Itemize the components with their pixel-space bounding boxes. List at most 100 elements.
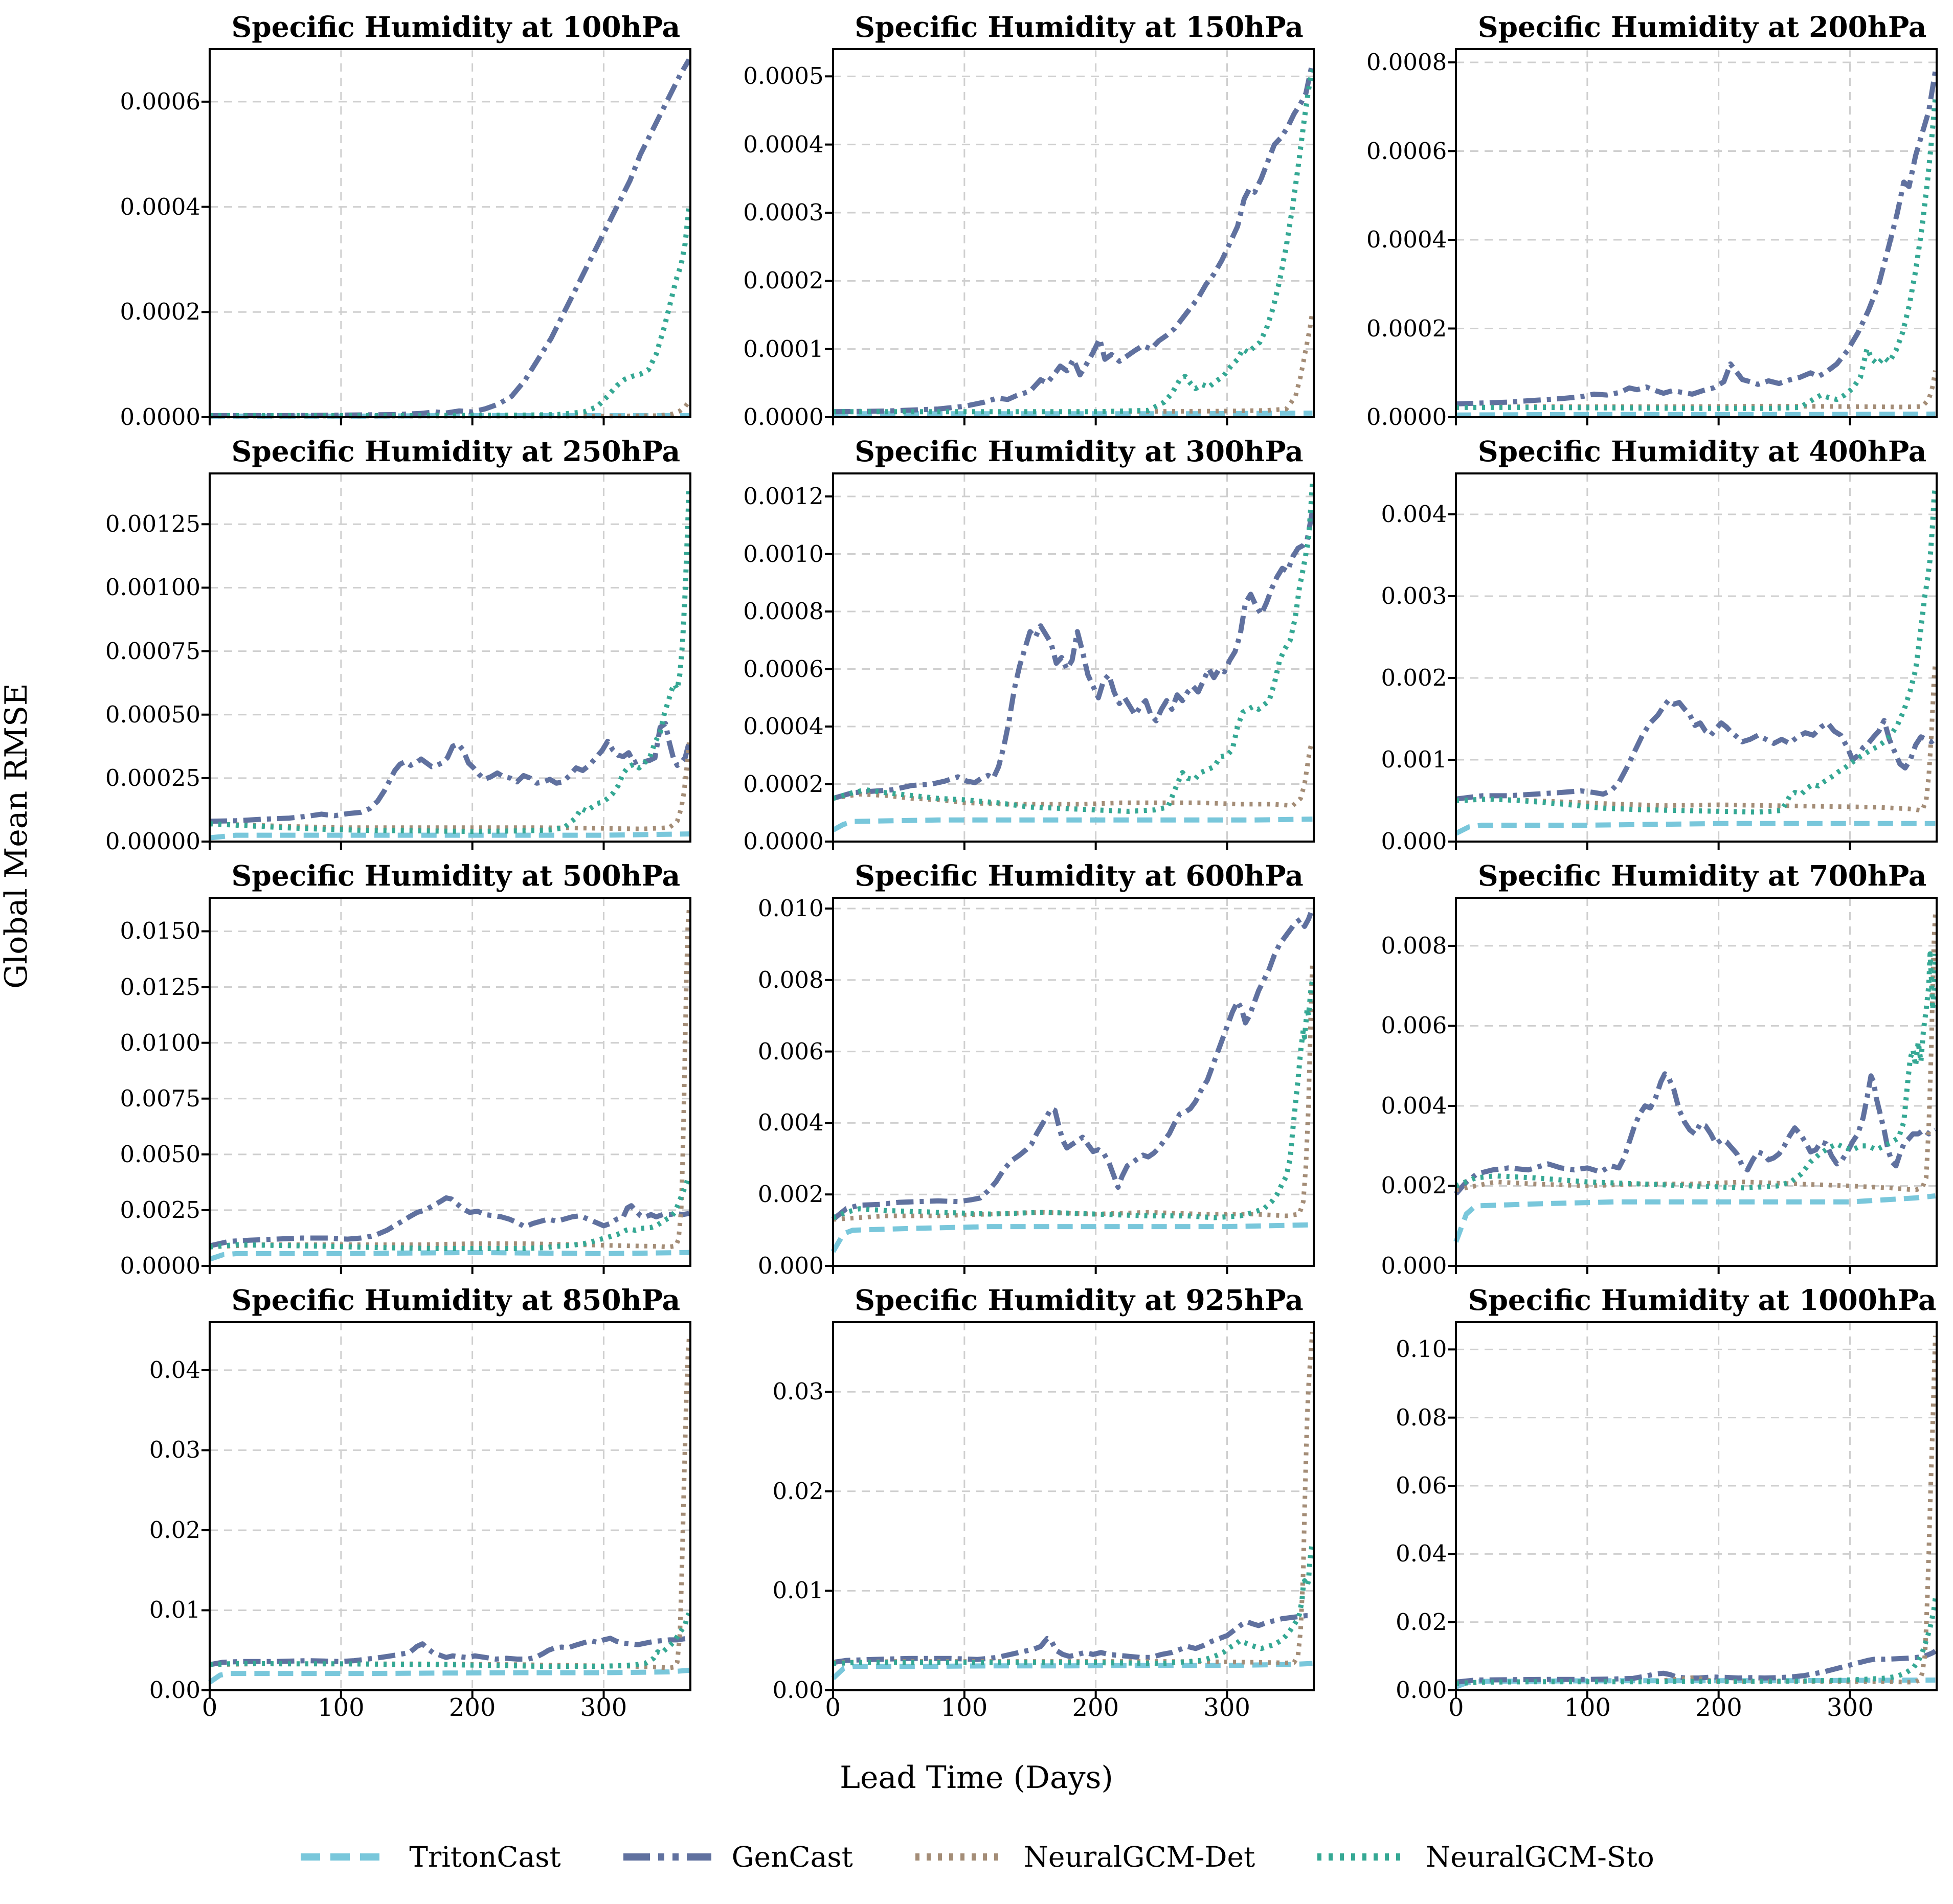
y-tick-label: 0.02: [149, 1516, 200, 1544]
y-axis-ticks: 0.00 0.01 0.02 0.03: [705, 1322, 833, 1704]
series-neuralgcm-sto: [1456, 1598, 1938, 1686]
y-tick-label: 0.0001: [743, 335, 824, 362]
series-neuralgcm-sto: [833, 1540, 1315, 1666]
plot: [1448, 48, 1938, 425]
y-tick-label: 0.0100: [120, 1029, 200, 1056]
plot: [824, 472, 1315, 850]
y-tick-label: 0.0008: [1366, 49, 1447, 76]
series-tritoncast: [832, 817, 1313, 832]
plot-frame: [1455, 1321, 1938, 1691]
plot: [824, 48, 1315, 425]
series-neuralgcm-det: [209, 1338, 691, 1670]
series-tritoncast: [830, 1222, 1313, 1253]
series-tritoncast: [209, 831, 689, 841]
y-tick-label: 0.0004: [743, 713, 824, 740]
panel-body: 0.00000 0.00025 0.00050 0.00075 0.00100 0.001…: [82, 472, 702, 855]
y-tick-label: 0.006: [1381, 1012, 1447, 1039]
series-neuralgcm-det: [1455, 914, 1938, 1192]
x-tick-label: 300: [580, 1693, 627, 1722]
y-tick-label: 0.02: [772, 1477, 824, 1505]
x-tick-label: 200: [1695, 1693, 1742, 1722]
panels-grid: Specific Humidity at 100hPa 0.0000 0.0002…: [82, 5, 1948, 1722]
x-axis-ticks: 0 100 200 300: [202, 1693, 690, 1726]
y-tick-label: 0.02: [1396, 1608, 1447, 1636]
panel-title: Specific Humidity at 400hPa: [1477, 435, 1927, 468]
y-tick-label: 0.03: [772, 1378, 824, 1406]
plot: [201, 897, 691, 1274]
y-tick-label: 0.0004: [743, 130, 824, 158]
series-neuralgcm-det: [209, 909, 691, 1250]
series-neuralgcm-sto: [210, 207, 692, 418]
legend: TritonCast GenCast NeuralGCM-Det NeuralGCM-…: [0, 1841, 1953, 1873]
x-tick-label: 0: [1448, 1693, 1464, 1722]
y-axis-ticks: 0.0000 0.0002 0.0004 0.0006 0.0008: [1328, 49, 1456, 430]
plot: [201, 48, 692, 425]
y-tick-label: 0.0000: [1366, 403, 1447, 430]
series-gencast: [832, 510, 1315, 801]
y-tick-label: 0.002: [1381, 664, 1447, 691]
series-neuralgcm-sto: [832, 979, 1315, 1220]
plot: 0 100 200 300: [201, 1321, 691, 1722]
series-tritoncast: [1455, 821, 1936, 836]
plot-area: [1448, 1321, 1938, 1698]
plot-area: [824, 472, 1315, 850]
y-tick-label: 0.0000: [120, 1252, 200, 1279]
panel-title: Specific Humidity at 1000hPa: [1468, 1283, 1937, 1317]
y-tick-label: 0.03: [149, 1436, 200, 1464]
y-tick-label: 0.0008: [743, 598, 824, 625]
y-tick-label: 0.04: [149, 1356, 200, 1384]
y-tick-label: 0.00025: [105, 764, 200, 791]
y-tick-label: 0.006: [757, 1037, 824, 1065]
series-neuralgcm-sto: [1456, 485, 1938, 815]
series-neuralgcm-det: [1456, 661, 1938, 813]
y-tick-label: 0.000: [1381, 828, 1447, 855]
y-tick-label: 0.08: [1396, 1403, 1447, 1431]
plot-frame: [1455, 897, 1938, 1267]
plot-area: [824, 48, 1315, 425]
panel-body: 0.00 0.01 0.02 0.03 0.04 0 100 200 300: [82, 1321, 702, 1722]
x-axis-ticks: 0 100 200 300: [825, 1693, 1314, 1726]
series-gencast: [832, 1613, 1313, 1665]
legend-label: GenCast: [731, 1841, 853, 1873]
plot: [1448, 472, 1938, 850]
x-axis-ticks: 0 100 200 300: [1448, 1693, 1937, 1726]
legend-item-neuralgcm-det: NeuralGCM-Det: [913, 1841, 1255, 1873]
plot-frame: [209, 472, 691, 843]
x-tick-label: 300: [1203, 1693, 1250, 1722]
panel-700hPa: Specific Humidity at 700hPa 0.000 0.002 0.…: [1328, 854, 1948, 1279]
series-neuralgcm-det: [832, 740, 1315, 808]
panel-title: Specific Humidity at 150hPa: [855, 10, 1304, 43]
series-neuralgcm-sto: [209, 1612, 691, 1669]
panel-body: 0.0000 0.0002 0.0004 0.0006 0.0008: [1328, 48, 1948, 430]
y-tick-label: 0.00075: [105, 637, 200, 665]
plot: 0 100 200 300: [1448, 1321, 1938, 1722]
y-tick-label: 0.00: [772, 1676, 824, 1704]
panel-title: Specific Humidity at 500hPa: [231, 859, 681, 892]
series-gencast: [1455, 1649, 1937, 1685]
plot-frame: [832, 897, 1315, 1267]
y-tick-label: 0.0003: [743, 199, 824, 226]
y-tick-label: 0.0000: [743, 403, 824, 430]
series-gencast: [1455, 697, 1937, 802]
series-gencast: [1456, 71, 1938, 406]
legend-line-gencast: [623, 1853, 711, 1861]
series-gencast: [833, 62, 1315, 415]
series-tritoncast: [831, 1661, 1313, 1681]
plot-frame: [832, 472, 1315, 843]
series-neuralgcm-det: [1456, 1335, 1938, 1685]
legend-label: NeuralGCM-Sto: [1426, 1841, 1654, 1873]
y-tick-label: 0.01: [772, 1577, 824, 1604]
plot-frame: [209, 48, 691, 418]
plot-area: [824, 897, 1315, 1274]
plot-area: [1448, 48, 1938, 425]
y-tick-label: 0.0125: [120, 973, 200, 1001]
panel-150hPa: Specific Humidity at 150hPa 0.0000 0.0001…: [705, 5, 1326, 430]
x-tick-label: 200: [1072, 1693, 1119, 1722]
y-tick-label: 0.008: [757, 966, 824, 993]
y-tick-label: 0.0012: [743, 483, 824, 510]
series-tritoncast: [209, 1250, 689, 1262]
panel-body: 0.0000 0.0001 0.0002 0.0003 0.0004 0.0005: [705, 48, 1326, 430]
y-tick-label: 0.004: [1381, 1092, 1447, 1119]
plot-area: [1448, 897, 1938, 1274]
y-tick-label: 0.0150: [120, 917, 200, 945]
